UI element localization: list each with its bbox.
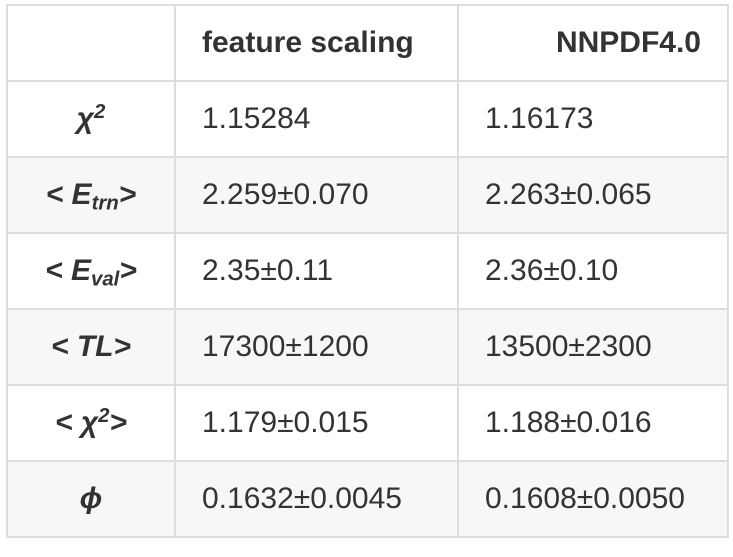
cell-feature-scaling: 17300±1200 [174, 308, 459, 386]
comparison-table-container: feature scaling NNPDF4.0 χ2 1.15284 1.16… [6, 4, 729, 538]
cell-feature-scaling: 2.259±0.070 [174, 156, 459, 234]
row-label-mean-chi2: < χ2> [6, 384, 176, 462]
row-label-e-trn: < Etrn> [6, 156, 176, 234]
cell-feature-scaling: 1.15284 [174, 80, 459, 158]
cell-nnpdf40: 2.263±0.065 [457, 156, 729, 234]
header-feature-scaling: feature scaling [174, 4, 459, 82]
header-row: feature scaling NNPDF4.0 [6, 4, 729, 82]
table-row: < Etrn> 2.259±0.070 2.263±0.065 [6, 156, 729, 234]
row-label-phi: ϕ [6, 460, 176, 538]
cell-feature-scaling: 1.179±0.015 [174, 384, 459, 462]
table-row: χ2 1.15284 1.16173 [6, 80, 729, 158]
cell-nnpdf40: 13500±2300 [457, 308, 729, 386]
header-empty-cell [6, 4, 176, 82]
row-label-e-val: < Eval> [6, 232, 176, 310]
cell-nnpdf40: 1.188±0.016 [457, 384, 729, 462]
table-row: ϕ 0.1632±0.0045 0.1608±0.0050 [6, 460, 729, 538]
table-row: < TL> 17300±1200 13500±2300 [6, 308, 729, 386]
header-nnpdf40: NNPDF4.0 [457, 4, 729, 82]
table-row: < χ2> 1.179±0.015 1.188±0.016 [6, 384, 729, 462]
cell-nnpdf40: 0.1608±0.0050 [457, 460, 729, 538]
cell-nnpdf40: 1.16173 [457, 80, 729, 158]
row-label-chi2: χ2 [6, 80, 176, 158]
cell-feature-scaling: 0.1632±0.0045 [174, 460, 459, 538]
cell-nnpdf40: 2.36±0.10 [457, 232, 729, 310]
cell-feature-scaling: 2.35±0.11 [174, 232, 459, 310]
comparison-table: feature scaling NNPDF4.0 χ2 1.15284 1.16… [6, 4, 729, 538]
table-row: < Eval> 2.35±0.11 2.36±0.10 [6, 232, 729, 310]
row-label-tl: < TL> [6, 308, 176, 386]
